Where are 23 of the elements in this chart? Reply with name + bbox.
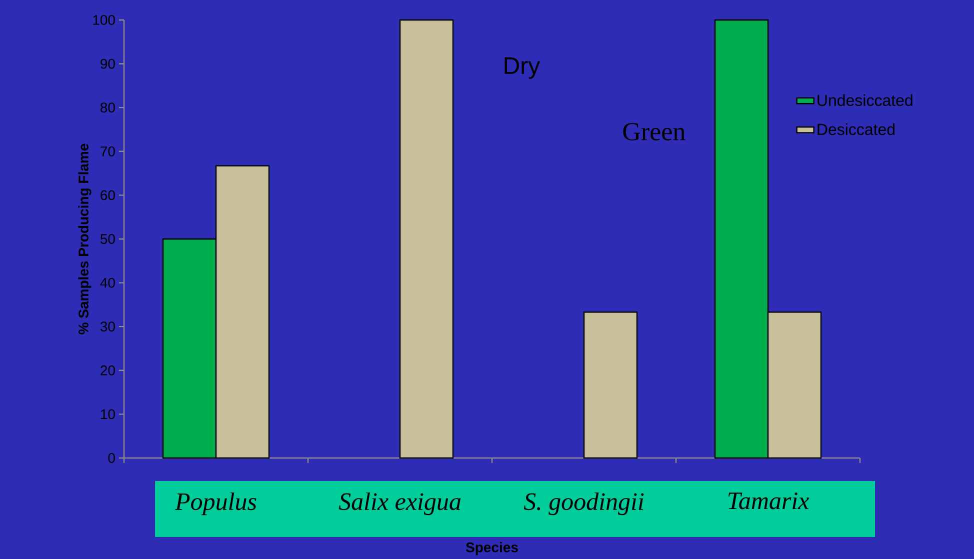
y-tick-label: 100: [93, 15, 115, 25]
bar: [583, 312, 638, 459]
legend-label: Undesiccated: [818, 94, 912, 106]
x-axis-title: Species: [466, 542, 518, 556]
y-tick-label: 50: [100, 234, 115, 244]
y-tick-label: 10: [100, 409, 115, 420]
y-tick-label: 90: [100, 58, 115, 69]
annotation: Green: [623, 122, 686, 140]
y-tick-label: 30: [100, 322, 115, 332]
y-tick-label: 40: [100, 278, 115, 288]
annotation: Dry: [504, 57, 540, 79]
y-tick-label: 0: [108, 453, 115, 463]
y-tick-label: 60: [100, 190, 115, 200]
y-tick-label: 20: [100, 365, 115, 376]
bar: [399, 19, 454, 459]
y-axis-title: % Samples Producing Flame: [78, 144, 92, 334]
x-tick-label: S. goodingii: [524, 492, 644, 516]
x-tick-label: Populus: [174, 492, 256, 516]
x-tick-label: Tamarix: [728, 492, 810, 510]
legend-label: Desiccated: [818, 123, 895, 136]
x-tick-label: Salix exigua: [338, 492, 461, 516]
y-tick-label: 80: [100, 102, 115, 113]
y-tick-label: 70: [100, 146, 115, 156]
